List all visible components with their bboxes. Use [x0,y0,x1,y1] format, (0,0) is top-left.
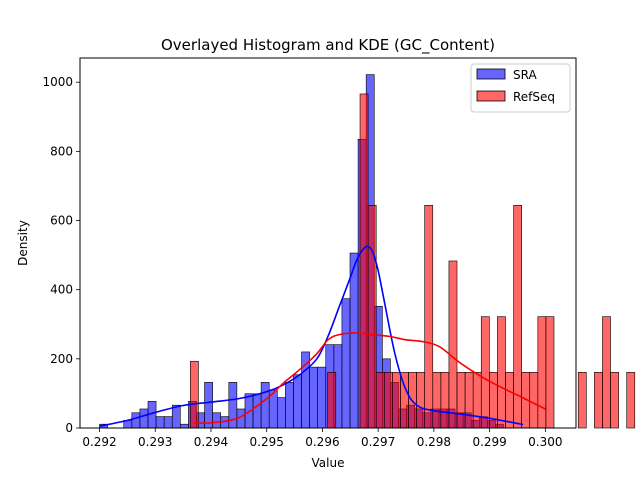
y-tick-label: 600 [50,214,73,228]
kde-line-refseq [194,332,546,424]
bar-sra [180,423,189,429]
bar-sra [212,412,222,429]
bar-refseq [448,260,458,429]
legend: SRA RefSeq [470,63,571,113]
bar-sra [317,366,327,429]
x-tick-label: 0.296 [305,435,339,449]
y-tick-label: 1000 [42,75,73,89]
plot-frame [79,57,577,429]
bar-sra [131,412,141,429]
bar-refseq [537,316,547,429]
bar-sra [163,416,173,429]
y-tick-label: 800 [50,144,73,158]
x-tick-label: 0.292 [82,435,116,449]
bar-refseq [464,372,474,429]
bar-refseq [472,372,482,429]
legend-swatch-refseq [476,90,506,102]
x-tick-label: 0.300 [528,435,562,449]
x-tick-label: 0.294 [194,435,228,449]
bar-refseq [383,372,393,429]
bar-sra [228,382,238,429]
bar-refseq [497,316,506,429]
bar-sra [341,298,351,429]
bar-refseq [327,372,337,429]
bar-sra [252,393,262,429]
bar-refseq [359,93,369,429]
bar-sra [139,408,149,429]
bar-refseq [545,316,555,429]
bar-refseq [432,372,442,429]
bar-refseq [375,372,385,429]
bar-sra [349,252,359,429]
bar-refseq [505,372,514,429]
bar-refseq [456,372,466,429]
y-axis: 0 200 400 600 800 1000 [42,75,80,435]
bar-refseq [392,372,401,429]
x-tick-label: 0.295 [250,435,284,449]
chart-title: Overlayed Histogram and KDE (GC_Content) [161,36,495,55]
x-tick-label: 0.297 [361,435,395,449]
legend-swatch-sra [476,68,506,80]
bar-refseq [440,372,450,429]
x-tick-label: 0.293 [138,435,172,449]
x-axis-label: Value [312,456,345,470]
bar-sra [309,366,318,429]
bar-refseq [602,316,611,429]
legend-label-refseq: RefSeq [513,90,555,104]
bar-refseq [424,205,434,429]
bar-refseq [480,316,490,429]
y-axis-label: Density [16,220,30,266]
kde-line-sra [99,245,524,428]
y-tick-label: 400 [50,283,73,297]
bar-refseq [610,372,619,429]
kde-layer [99,245,546,428]
bar-refseq [190,360,199,429]
x-tick-label: 0.299 [472,435,506,449]
bar-sra [204,382,213,429]
bar-refseq [577,372,587,429]
bar-sra [276,397,286,429]
y-tick-label: 0 [65,421,73,435]
x-tick-label: 0.298 [417,435,451,449]
bar-refseq [529,372,539,429]
bar-sra [260,382,270,429]
x-axis: 0.292 0.293 0.294 0.295 0.296 0.297 0.298 0.299… [82,428,563,449]
bar-refseq [416,372,425,429]
y-tick-label: 200 [50,352,73,366]
bar-sra [285,382,294,429]
bar-refseq [626,372,636,429]
bar-refseq [594,372,603,429]
bar-sra [171,404,181,429]
bar-sra [155,416,165,429]
bar-sra [293,374,302,429]
legend-label-sra: SRA [513,68,537,82]
bar-refseq [367,205,377,429]
